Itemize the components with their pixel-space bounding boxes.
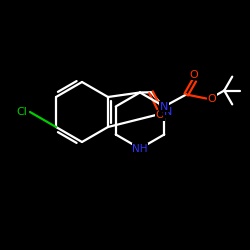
Text: O: O: [190, 70, 198, 80]
Text: N: N: [164, 107, 172, 117]
Text: O: O: [156, 110, 164, 120]
Text: NH: NH: [132, 144, 148, 154]
Text: N: N: [160, 102, 168, 112]
Text: Cl: Cl: [16, 107, 28, 117]
Text: O: O: [208, 94, 216, 104]
